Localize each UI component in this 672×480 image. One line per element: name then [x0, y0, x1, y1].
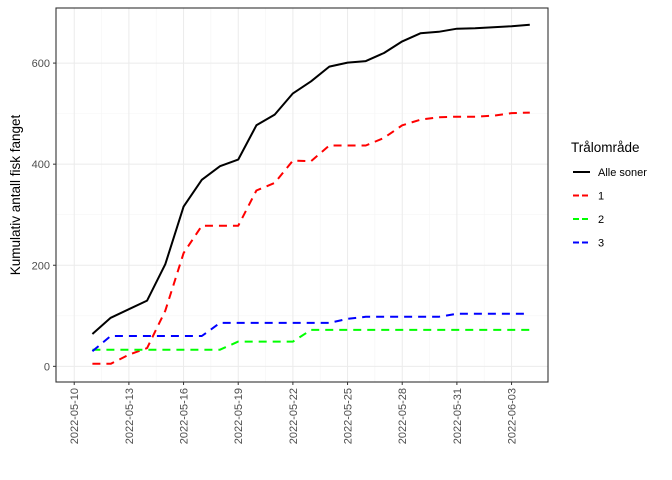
x-tick-label: 2022-05-16 [179, 388, 191, 444]
grid [56, 8, 548, 382]
y-tick-label: 400 [32, 159, 50, 171]
legend-label: 3 [598, 238, 604, 250]
legend-label: 1 [598, 191, 604, 203]
series-line-zone-1 [92, 111, 530, 365]
plot-panel-border [55, 7, 549, 383]
x-tick-label: 2022-05-22 [288, 388, 300, 444]
y-axis: 0 200 400 600 [32, 58, 56, 373]
legend-title: Trålområde [571, 140, 640, 155]
series-line-zone-3 [91, 312, 530, 352]
x-tick-label: 2022-05-31 [452, 388, 464, 444]
x-tick-label: 2022-05-19 [233, 388, 245, 444]
x-tick-label: 2022-05-10 [69, 388, 81, 444]
x-tick-label: 2022-05-25 [343, 388, 355, 444]
x-tick-label: 2022-05-28 [397, 388, 409, 444]
series-line-alle-soner [91, 23, 530, 335]
x-tick-label: 2022-05-13 [124, 388, 136, 444]
y-axis-label: Kumulativ antall fisk fanget [8, 114, 23, 275]
x-axis: 2022-05-10 2022-05-13 2022-05-16 2022-05-19… [69, 382, 519, 444]
series-line-zone-2 [92, 328, 530, 351]
legend: Trålområde Alle soner 1 2 3 [571, 140, 647, 250]
legend-label: Alle soner [598, 167, 647, 179]
y-tick-label: 600 [32, 58, 50, 70]
series-lines [91, 23, 530, 365]
x-tick-label: 2022-06-03 [507, 388, 519, 444]
y-tick-label: 0 [44, 361, 50, 373]
legend-label: 2 [598, 214, 604, 226]
y-tick-label: 200 [32, 260, 50, 272]
